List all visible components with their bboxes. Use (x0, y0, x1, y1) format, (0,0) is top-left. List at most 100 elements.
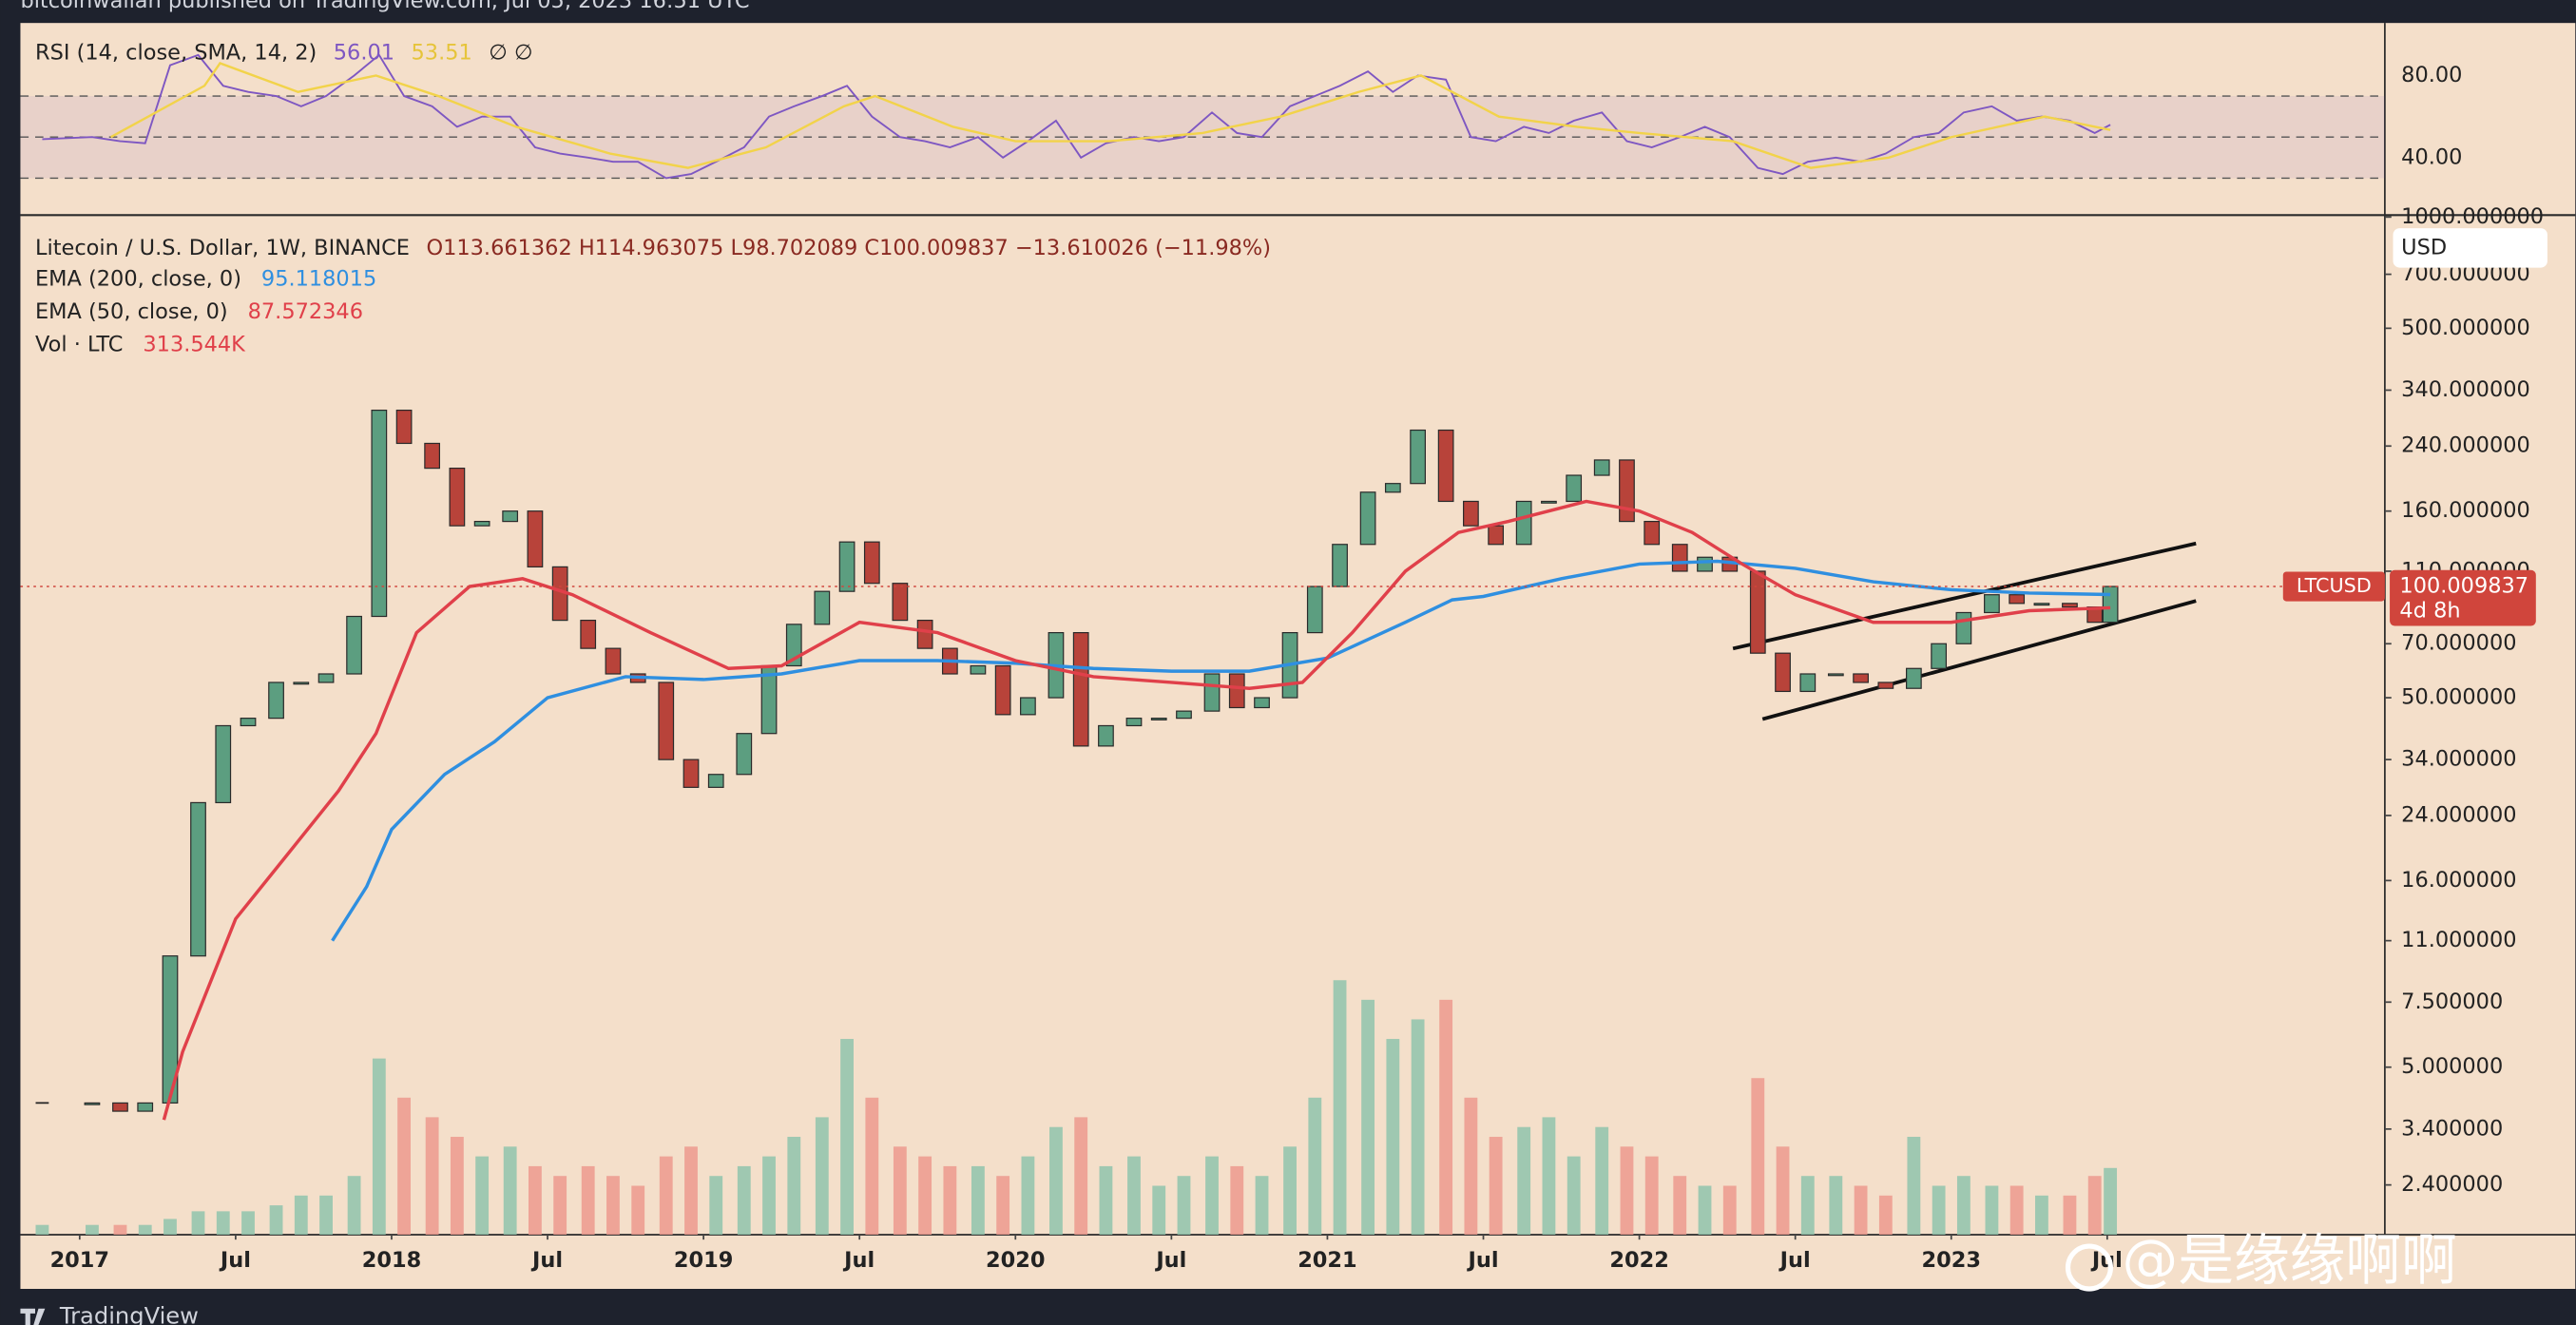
candle (2102, 586, 2119, 624)
volume-bar (1361, 999, 1375, 1235)
candle (707, 774, 724, 788)
candle (1853, 673, 1869, 683)
candle (994, 664, 1011, 716)
candle (658, 682, 675, 760)
watermark-icon (2065, 1243, 2114, 1292)
y-tick-label: 5.000000 (2401, 1054, 2503, 1079)
candle (424, 442, 441, 470)
rsi-pane (20, 53, 2385, 180)
volume-bar (319, 1195, 333, 1235)
legend: RSI (14, close, SMA, 14, 2) 56.01 53.51 … (35, 40, 1271, 356)
volume-name: Vol · LTC (35, 332, 123, 356)
volume-bar (865, 1097, 879, 1235)
candle (1877, 682, 1894, 689)
volume-bar (631, 1185, 645, 1235)
candle (1931, 643, 1948, 669)
volume-bar (503, 1146, 517, 1235)
volume-bar (1021, 1156, 1035, 1235)
volume-bar (737, 1165, 751, 1235)
volume-bar (241, 1211, 255, 1235)
candle (1332, 544, 1348, 587)
x-tick-label: 2023 (1922, 1248, 1981, 1273)
volume-bar (1854, 1185, 1868, 1235)
footer: TradingView (20, 1302, 199, 1325)
volume-bar (269, 1205, 283, 1235)
axes: 40.0080.001000.000000700.000000500.00000… (50, 63, 2544, 1273)
rsi-line (42, 53, 2111, 180)
volume-bar (397, 1097, 412, 1235)
candle (1437, 429, 1454, 503)
volume-bar (996, 1176, 1010, 1235)
volume-bar (1205, 1156, 1219, 1235)
volume-bar (1673, 1176, 1687, 1235)
volume-bar (216, 1211, 230, 1235)
candle (395, 409, 413, 445)
ema200-value: 95.118015 (261, 266, 376, 291)
volume-bar (971, 1165, 985, 1235)
ema50-value: 87.572346 (248, 299, 363, 324)
candle (1619, 459, 1635, 523)
y-tick-label: 160.000000 (2401, 498, 2530, 523)
ema-line (162, 499, 2111, 1121)
rsi-tick-label: 40.00 (2401, 144, 2462, 169)
x-tick-label: Jul (219, 1248, 251, 1273)
volume-bar (1177, 1176, 1191, 1235)
candle (1955, 611, 1972, 644)
ema50-name: EMA (50, close, 0) (35, 299, 228, 324)
volume-bar (1308, 1097, 1322, 1235)
candle (293, 682, 310, 685)
symbol-title: Litecoin / U.S. Dollar, 1W, BINANCE (35, 235, 410, 259)
candle (346, 615, 362, 675)
currency[interactable]: USD (2401, 235, 2447, 259)
rsi-tick-label: 80.00 (2401, 63, 2462, 87)
candle (1125, 718, 1143, 727)
volume-bar (1127, 1156, 1141, 1235)
y-tick-label: 7.500000 (2401, 989, 2503, 1014)
watermark: @是缘缘啊啊 (2065, 1227, 2457, 1293)
rsi-title: RSI (14, close, SMA, 14, 2) (35, 40, 317, 65)
volume-bar (2087, 1176, 2102, 1235)
candle (1228, 673, 1245, 709)
volume-bar (1049, 1126, 1063, 1235)
x-tick-label: Jul (842, 1248, 875, 1273)
volume-bar (1985, 1185, 1999, 1235)
volume-bar (1644, 1156, 1659, 1235)
volume-bar (475, 1156, 490, 1235)
x-tick-label: Jul (1467, 1248, 1499, 1273)
volume-bar (2035, 1195, 2048, 1235)
y-tick-label: 16.000000 (2401, 868, 2516, 893)
y-tick-label: 240.000000 (2401, 433, 2530, 458)
candle (1541, 500, 1557, 504)
currency-box[interactable] (2393, 228, 2547, 268)
volume-bar (1152, 1185, 1166, 1235)
volume-bar (1230, 1165, 1244, 1235)
y-tick-label: 11.000000 (2401, 928, 2516, 952)
volume-bar (372, 1058, 386, 1235)
candle (449, 467, 466, 527)
candle (1775, 652, 1791, 693)
y-tick-label: 3.400000 (2401, 1116, 2503, 1141)
candle (1072, 631, 1089, 747)
ema200-legend: EMA (200, close, 0) 95.118015 (35, 266, 376, 291)
volume-legend: Vol · LTC 313.544K (35, 332, 246, 356)
volume-bar (1878, 1195, 1893, 1235)
candle (970, 664, 987, 675)
candle (240, 718, 257, 727)
volume-bar (659, 1156, 673, 1235)
price-pane (20, 409, 2385, 1235)
y-tick-label: 24.000000 (2401, 802, 2516, 827)
x-tick-label: 2018 (362, 1248, 421, 1273)
candle (814, 590, 831, 625)
x-tick-label: 2022 (1609, 1248, 1668, 1273)
candle (916, 620, 933, 649)
candle (1905, 667, 1922, 689)
volume-bar (450, 1137, 464, 1235)
y-tick-label: 1000.000000 (2401, 204, 2544, 229)
volume-bar (840, 1039, 854, 1235)
volume-bar (163, 1219, 177, 1235)
rsi-band (20, 96, 2385, 179)
y-tick-label: 34.000000 (2401, 747, 2516, 772)
x-tick-label: Jul (530, 1248, 563, 1273)
volume-bar (138, 1224, 152, 1235)
